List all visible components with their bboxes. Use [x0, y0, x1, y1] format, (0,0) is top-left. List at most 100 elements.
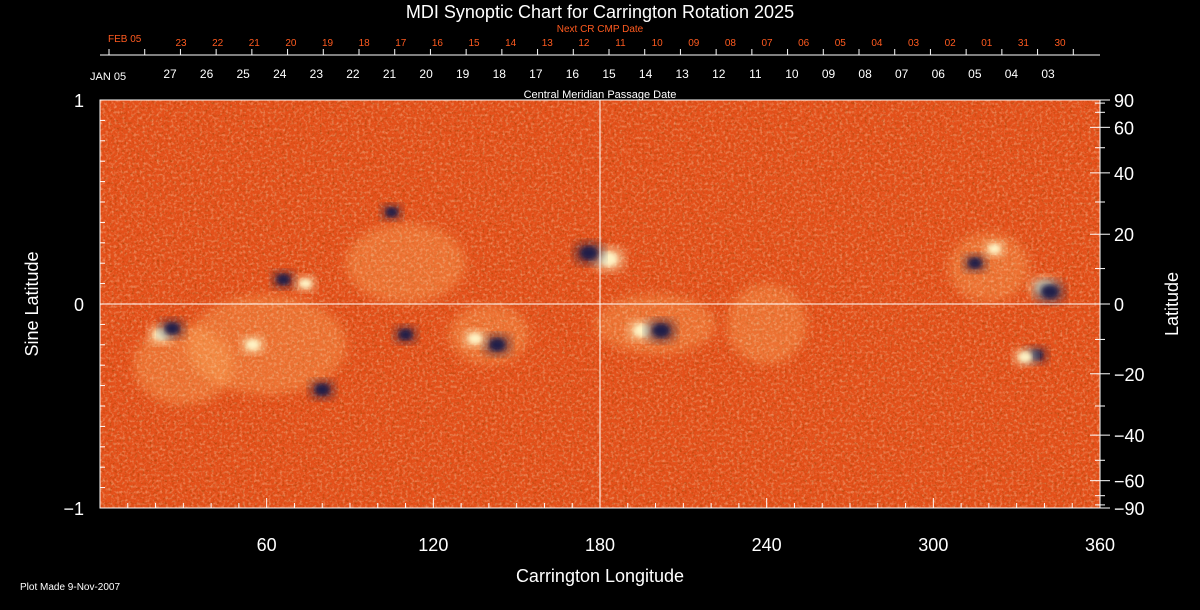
cmp-date-label: 15: [602, 67, 616, 81]
next-cr-date-label: 04: [871, 38, 883, 49]
next-cr-date-label: 16: [432, 38, 444, 49]
next-cr-date-label: 03: [908, 38, 920, 49]
y-left-tick-label: 1: [74, 91, 84, 111]
cmp-date-label: 05: [968, 67, 982, 81]
next-cr-date-label: 21: [249, 38, 261, 49]
cmp-date-label: 18: [493, 67, 507, 81]
next-cr-date-label: 18: [359, 38, 371, 49]
next-cr-date-label: 17: [395, 38, 407, 49]
y-right-tick-label: 20: [1114, 225, 1134, 245]
cmp-date-label: 24: [273, 67, 287, 81]
negative-polarity-region: [652, 323, 670, 338]
next-cr-date-label: 02: [945, 38, 957, 49]
cmp-date-label: 07: [895, 67, 909, 81]
chart-title: MDI Synoptic Chart for Carrington Rotati…: [406, 2, 794, 22]
y-axis-right-label: Latitude: [1162, 272, 1182, 336]
next-cr-date-label: 05: [835, 38, 847, 49]
x-tick-label: 300: [918, 535, 948, 555]
positive-polarity-region: [633, 324, 650, 337]
positive-polarity-region: [468, 333, 482, 344]
y-right-tick-label: 40: [1114, 164, 1134, 184]
next-cr-date-label: 31: [1018, 38, 1030, 49]
cmp-date-label: 06: [932, 67, 946, 81]
next-cr-date-label: 14: [505, 38, 517, 49]
negative-polarity-region: [276, 274, 290, 285]
x-tick-label: 60: [257, 535, 277, 555]
active-region-layer: [147, 203, 1066, 400]
negative-polarity-region: [968, 258, 982, 269]
y-right-tick-label: 0: [1114, 295, 1124, 315]
next-cr-date-label: 19: [322, 38, 334, 49]
cmp-date-label: 04: [1005, 67, 1019, 81]
y-right-tick-label: −40: [1114, 426, 1145, 446]
cmp-date-label: 03: [1041, 67, 1055, 81]
cmp-date-label: 11: [749, 67, 762, 81]
y-left-tick-label: 0: [74, 295, 84, 315]
positive-polarity-region: [246, 339, 260, 350]
next-cr-date-label: 08: [725, 38, 737, 49]
cmp-date-label: 23: [310, 67, 324, 81]
y-right-tick-label: 60: [1114, 118, 1134, 138]
x-tick-label: 180: [585, 535, 615, 555]
negative-polarity-region: [489, 338, 506, 351]
next-cr-date-label: 01: [981, 38, 993, 49]
y-left-tick-label: −1: [63, 499, 84, 519]
x-tick-label: 120: [418, 535, 448, 555]
next-cr-date-label: 15: [468, 38, 480, 49]
x-tick-label: 240: [752, 535, 782, 555]
cmp-date-label: 20: [419, 67, 433, 81]
cmp-date-label: 17: [529, 67, 543, 81]
next-cr-label: Next CR CMP Date: [557, 24, 644, 35]
cmp-date-label: 22: [346, 67, 360, 81]
next-cr-axis: FEB 05 23 22 21 20 19 18 17 16 15 14 13 12 11 10 09 08 07…: [100, 34, 1100, 56]
y-axis-left-label: Sine Latitude: [22, 251, 42, 356]
cmp-date-label: 19: [456, 67, 470, 81]
next-cr-date-label: 30: [1054, 38, 1066, 49]
next-cr-date-label: 07: [761, 38, 773, 49]
x-axis: 60 120 180 240 300 360: [99, 498, 1115, 555]
cmp-axis-label: Central Meridian Passage Date: [524, 89, 677, 101]
x-axis-label: Carrington Longitude: [516, 566, 684, 586]
y-right-tick-label: −20: [1114, 365, 1145, 385]
next-cr-date-label: 12: [578, 38, 590, 49]
next-cr-date-label: 10: [652, 38, 664, 49]
next-cr-date-label: 09: [688, 38, 700, 49]
next-cr-date-label: 11: [615, 38, 626, 49]
cmp-date-label: 13: [675, 67, 689, 81]
plot-area: [100, 100, 1100, 508]
cmp-date-label: 16: [566, 67, 580, 81]
cmp-date-label: 14: [639, 67, 653, 81]
next-cr-date-label: 22: [212, 38, 224, 49]
positive-polarity-region: [1018, 351, 1032, 363]
plot-made-note: Plot Made 9-Nov-2007: [20, 582, 120, 593]
y-right-tick-label: 90: [1114, 91, 1134, 111]
positive-polarity-region: [988, 244, 1001, 254]
next-cr-date-label: 23: [175, 38, 187, 49]
next-cr-date-label: 13: [542, 38, 554, 49]
negative-polarity-region: [1041, 285, 1059, 299]
x-tick-label: 360: [1085, 535, 1115, 555]
negative-polarity-region: [165, 322, 180, 335]
next-cr-date-start: FEB 05: [108, 34, 142, 45]
cmp-date-label: 25: [236, 67, 250, 81]
cmp-date-label: 09: [822, 67, 836, 81]
y-right-tick-label: −90: [1114, 499, 1145, 519]
cmp-date-label: 21: [383, 67, 397, 81]
cmp-date-start: JAN 05: [90, 71, 126, 83]
cmp-date-label: 08: [858, 67, 872, 81]
y-axis-right: 90 60 40 20 0 −20 −40 −60 −90: [1090, 91, 1145, 519]
y-right-tick-label: −60: [1114, 472, 1145, 492]
y-axis-left: 1 0 −1: [63, 91, 110, 519]
next-cr-date-label: 20: [285, 38, 297, 49]
positive-polarity-region: [299, 278, 312, 289]
negative-polarity-region: [315, 384, 330, 396]
cmp-date-label: 10: [785, 67, 799, 81]
cmp-date-label: 12: [712, 67, 726, 81]
cmp-date-label: 27: [163, 67, 177, 81]
cmp-date-label: 26: [200, 67, 214, 81]
negative-polarity-region: [398, 329, 413, 340]
negative-polarity-region: [385, 207, 398, 217]
negative-polarity-region: [580, 246, 598, 260]
next-cr-date-label: 06: [798, 38, 810, 49]
